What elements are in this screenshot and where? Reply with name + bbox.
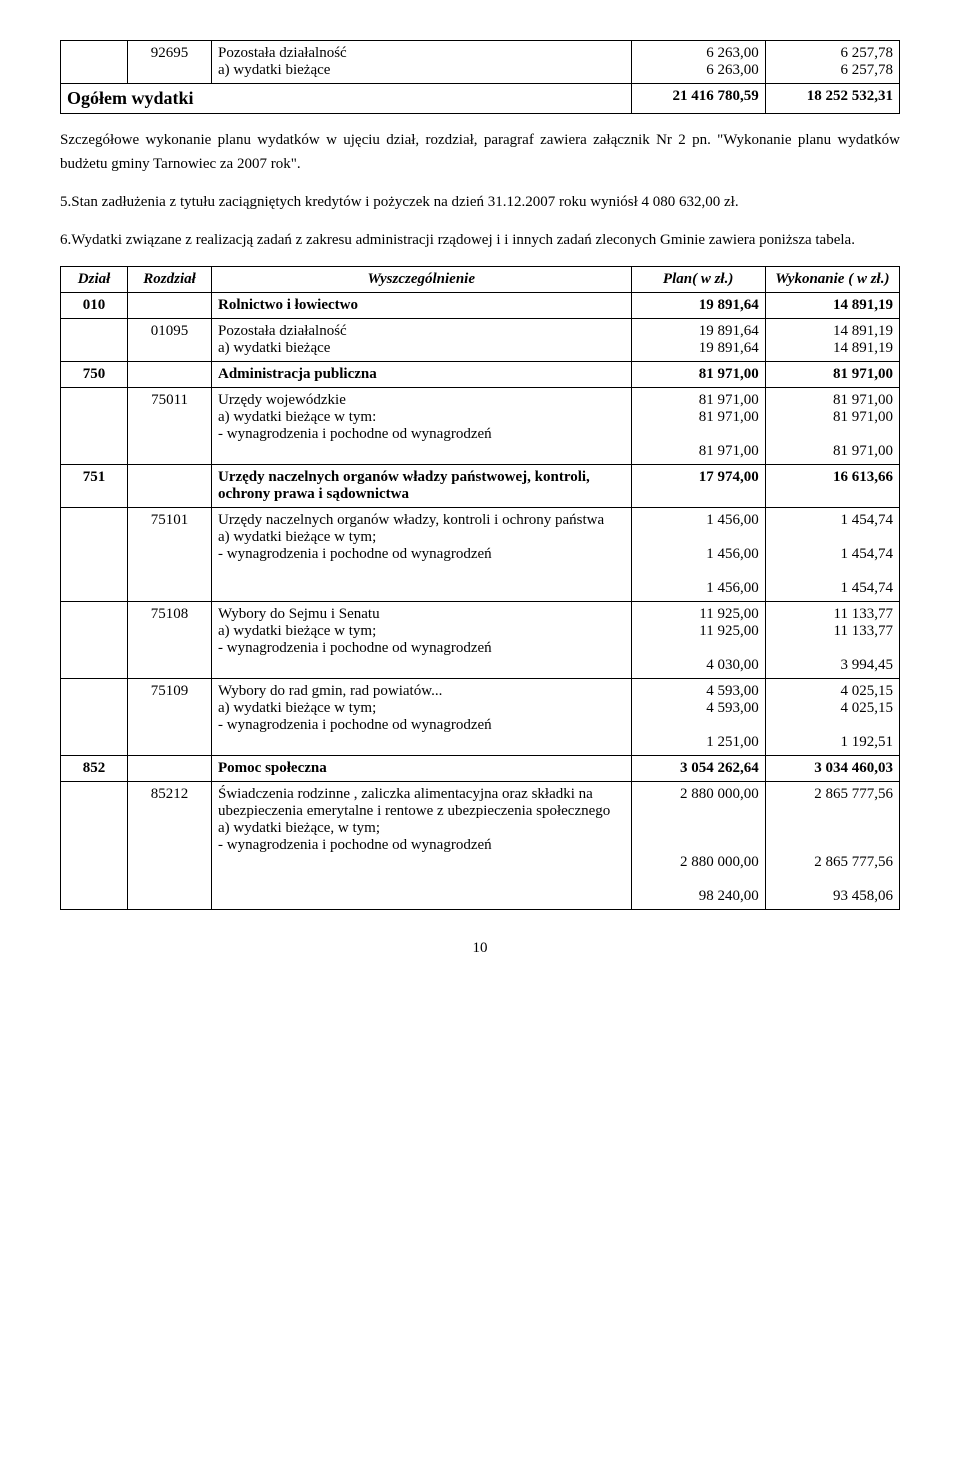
cell-rozdz: 85212 (128, 782, 212, 910)
cell-dzial (61, 319, 128, 362)
cell-dzial: 750 (61, 362, 128, 388)
table-row: 751 Urzędy naczelnych organów władzy pańs… (61, 465, 900, 508)
cell-rozdz: 75011 (128, 388, 212, 465)
cell-rozdz: 75101 (128, 508, 212, 602)
cell-wyk: 6 257,78 6 257,78 (765, 41, 899, 84)
cell-wyk: 11 133,77 11 133,77 3 994,45 (765, 602, 899, 679)
cell-plan: 81 971,00 (631, 362, 765, 388)
main-table: Dział Rozdział Wyszczególnienie Plan( w … (60, 266, 900, 910)
cell-wysz: Rolnictwo i łowiectwo (212, 293, 632, 319)
total-row: Ogółem wydatki 21 416 780,59 18 252 532,… (61, 84, 900, 114)
cell-wyk: 1 454,74 1 454,74 1 454,74 (765, 508, 899, 602)
cell-plan: 17 974,00 (631, 465, 765, 508)
cell-wyk: 81 971,00 81 971,00 81 971,00 (765, 388, 899, 465)
table-row: 010 Rolnictwo i łowiectwo19 891,6414 891,… (61, 293, 900, 319)
cell-dzial (61, 679, 128, 756)
paragraph-3: 6.Wydatki związane z realizacją zadań z … (60, 228, 900, 252)
top-table: 92695 Pozostała działalność a) wydatki b… (60, 40, 900, 114)
cell-wysz: Urzędy naczelnych organów władzy państwo… (212, 465, 632, 508)
total-label: Ogółem wydatki (61, 84, 632, 114)
cell-wysz: Urzędy naczelnych organów władzy, kontro… (212, 508, 632, 602)
paragraph-1: Szczegółowe wykonanie planu wydatków w u… (60, 128, 900, 176)
hdr-plan: Plan( w zł.) (631, 267, 765, 293)
table-row: 852 Pomoc społeczna3 054 262,643 034 460,… (61, 756, 900, 782)
cell-wyk: 4 025,15 4 025,15 1 192,51 (765, 679, 899, 756)
cell-dzial (61, 508, 128, 602)
cell-wyk: 2 865 777,56 2 865 777,56 93 458,06 (765, 782, 899, 910)
cell-wyk: 16 613,66 (765, 465, 899, 508)
cell-dzial (61, 782, 128, 910)
cell-rozdz (128, 465, 212, 508)
table-row: 85212Świadczenia rodzinne , zaliczka ali… (61, 782, 900, 910)
page-number: 10 (60, 940, 900, 957)
cell-wyk: 14 891,19 14 891,19 (765, 319, 899, 362)
cell-wysz: Pozostała działalność a) wydatki bieżące (212, 319, 632, 362)
cell-dzial: 751 (61, 465, 128, 508)
cell-rozdz: 01095 (128, 319, 212, 362)
cell-wyk: 3 034 460,03 (765, 756, 899, 782)
cell-wysz: Wybory do Sejmu i Senatu a) wydatki bież… (212, 602, 632, 679)
cell-rozdz: 92695 (128, 41, 212, 84)
cell-wysz: Wybory do rad gmin, rad powiatów... a) w… (212, 679, 632, 756)
cell-dzial (61, 388, 128, 465)
cell-plan: 19 891,64 (631, 293, 765, 319)
cell-dzial: 852 (61, 756, 128, 782)
cell-wysz: Urzędy wojewódzkie a) wydatki bieżące w … (212, 388, 632, 465)
total-plan: 21 416 780,59 (631, 84, 765, 114)
cell-plan: 4 593,00 4 593,00 1 251,00 (631, 679, 765, 756)
cell-plan: 6 263,00 6 263,00 (631, 41, 765, 84)
cell-wysz: Świadczenia rodzinne , zaliczka alimenta… (212, 782, 632, 910)
hdr-wyk: Wykonanie ( w zł.) (765, 267, 899, 293)
cell-rozdz (128, 293, 212, 319)
table-row: 01095Pozostała działalność a) wydatki bi… (61, 319, 900, 362)
cell-plan: 3 054 262,64 (631, 756, 765, 782)
table-row: 75101Urzędy naczelnych organów władzy, k… (61, 508, 900, 602)
hdr-dzial: Dział (61, 267, 128, 293)
table-row: 750Administracja publiczna81 971,0081 97… (61, 362, 900, 388)
cell-wyk: 14 891,19 (765, 293, 899, 319)
cell-rozdz: 75108 (128, 602, 212, 679)
cell-rozdz (128, 756, 212, 782)
cell-wysz: Administracja publiczna (212, 362, 632, 388)
cell-plan: 2 880 000,00 2 880 000,00 98 240,00 (631, 782, 765, 910)
hdr-wysz: Wyszczególnienie (212, 267, 632, 293)
cell-wyk: 81 971,00 (765, 362, 899, 388)
cell-dzial (61, 602, 128, 679)
header-row: Dział Rozdział Wyszczególnienie Plan( w … (61, 267, 900, 293)
cell-plan: 81 971,00 81 971,00 81 971,00 (631, 388, 765, 465)
cell-wysz: Pozostała działalność a) wydatki bieżące (212, 41, 632, 84)
table-row: 75011Urzędy wojewódzkie a) wydatki bieżą… (61, 388, 900, 465)
paragraph-2: 5.Stan zadłużenia z tytułu zaciągniętych… (60, 190, 900, 214)
cell-plan: 11 925,00 11 925,00 4 030,00 (631, 602, 765, 679)
cell-rozdz (128, 362, 212, 388)
table-row: 75108Wybory do Sejmu i Senatu a) wydatki… (61, 602, 900, 679)
table-row: 92695 Pozostała działalność a) wydatki b… (61, 41, 900, 84)
hdr-rozdz: Rozdział (128, 267, 212, 293)
table-row: 75109Wybory do rad gmin, rad powiatów...… (61, 679, 900, 756)
cell-dzial (61, 41, 128, 84)
cell-plan: 1 456,00 1 456,00 1 456,00 (631, 508, 765, 602)
total-wyk: 18 252 532,31 (765, 84, 899, 114)
cell-rozdz: 75109 (128, 679, 212, 756)
cell-dzial: 010 (61, 293, 128, 319)
cell-wysz: Pomoc społeczna (212, 756, 632, 782)
cell-plan: 19 891,64 19 891,64 (631, 319, 765, 362)
